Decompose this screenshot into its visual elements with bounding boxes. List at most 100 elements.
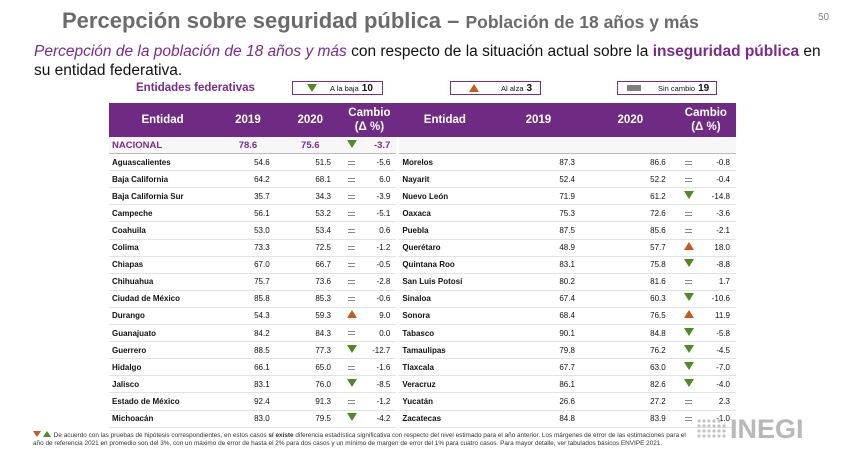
left-change-value: -1.6 — [362, 358, 400, 377]
right-entity-name: Morelos — [397, 153, 492, 172]
no-change-icon — [348, 246, 356, 250]
left-value-2019: 84.2 — [216, 324, 280, 343]
right-change-value: -4.5 — [701, 341, 736, 360]
nacional-empty — [584, 137, 676, 155]
left-change-value: -1.2 — [362, 239, 400, 257]
inegi-logo: INEGI — [696, 414, 820, 444]
left-change-value: -4.2 — [362, 410, 400, 428]
up-arrow-icon — [469, 84, 479, 92]
left-value-2020: 59.3 — [279, 307, 341, 326]
left-change-value: -12.7 — [362, 341, 400, 360]
header-entidad-right: Entidad — [397, 103, 492, 137]
table-row: Colima 73.3 72.5 -1.2 Querétaro 48.9 57.7 18.0 — [109, 239, 736, 257]
right-change-status — [675, 221, 702, 240]
left-value-2019: 83.0 — [216, 410, 280, 428]
right-entity-name: Zacatecas — [397, 410, 492, 428]
legend-alza-label: Al alza — [501, 83, 524, 93]
left-value-2020: 79.5 — [279, 410, 341, 428]
left-change-value: -1.2 — [362, 392, 400, 411]
right-value-2020: 82.6 — [584, 375, 676, 394]
no-change-icon — [348, 297, 356, 302]
down-arrow-icon — [683, 293, 694, 302]
left-value-2020: 84.3 — [279, 324, 341, 343]
up-arrow-icon — [683, 242, 694, 251]
header-cambio-unit: (Δ %) — [691, 121, 721, 133]
inegi-logo-text: INEGI — [730, 413, 804, 444]
right-value-2019: 90.1 — [491, 324, 585, 343]
right-value-2020: 83.9 — [584, 410, 676, 428]
left-value-2019: 66.1 — [216, 358, 280, 377]
legend-alza-count: 3 — [526, 82, 533, 94]
right-change-value: -0.8 — [701, 153, 736, 172]
right-change-status — [675, 307, 702, 326]
table-row: Coahuila 53.0 53.4 0.6 Puebla 87.5 85.6 -2.1 — [109, 221, 736, 240]
subtitle-middle: con respecto de la situación actual sobr… — [346, 43, 653, 60]
left-change-value: -3.9 — [362, 187, 400, 206]
right-value-2020: 76.2 — [584, 341, 676, 360]
table-row: Chiapas 67.0 66.7 -0.5 Quintana Roo 83.1 75.8 -… — [109, 256, 736, 274]
table-row: Guerrero 88.5 77.3 -12.7 Tamaulipas 79.8 76.2 -… — [109, 341, 736, 360]
table-row: Estado de México 92.4 91.3 -1.2 Yucatán 26.6 2… — [109, 392, 736, 411]
header-2019-right: 2019 — [491, 103, 585, 137]
left-change-status — [340, 410, 363, 428]
no-change-icon — [348, 331, 356, 336]
down-arrow-icon — [346, 378, 357, 387]
no-change-icon — [348, 211, 356, 216]
right-change-status — [675, 410, 702, 428]
right-change-status — [675, 153, 702, 172]
nacional-2020: 75.6 — [279, 137, 341, 155]
subtitle-end: en su entidad federativa. — [34, 43, 821, 79]
right-change-value: 11.9 — [701, 307, 736, 326]
table-row: Baja California 64.2 68.1 6.0 Nayarit 52.4 52.… — [109, 170, 736, 189]
left-value-2019: 67.0 — [216, 256, 280, 274]
right-change-status — [675, 187, 702, 206]
right-entity-name: Tamaulipas — [397, 341, 492, 360]
right-value-2019: 80.2 — [491, 273, 585, 291]
table-body: NACIONAL 78.6 75.6 -3.7 Aguascalientes 54… — [109, 137, 736, 428]
right-value-2019: 52.4 — [491, 170, 585, 189]
green-up-arrow-icon — [42, 431, 51, 437]
legend-alza: Al alza 3 — [450, 81, 541, 95]
nacional-empty — [397, 137, 492, 155]
no-change-icon — [685, 177, 693, 182]
table-row: Guanajuato 84.2 84.3 0.0 Tabasco 90.1 84.8 -5.8 — [109, 324, 736, 343]
right-entity-name: Sonora — [397, 307, 492, 326]
right-change-status — [675, 256, 702, 274]
down-arrow-icon — [683, 361, 694, 370]
legend-sin-cambio: Sin cambio 19 — [617, 81, 717, 95]
left-change-value: -2.8 — [362, 273, 400, 291]
nacional-empty — [491, 137, 585, 155]
no-change-icon — [348, 160, 356, 165]
left-change-status — [340, 153, 363, 172]
left-change-value: -0.5 — [362, 256, 400, 274]
left-value-2020: 51.5 — [279, 153, 341, 172]
right-value-2019: 83.1 — [491, 256, 585, 274]
left-value-2019: 88.5 — [216, 341, 280, 360]
right-value-2020: 75.8 — [584, 256, 676, 274]
no-change-icon — [685, 416, 693, 421]
left-value-2019: 56.1 — [216, 204, 280, 223]
left-entity-name: Durango — [109, 307, 217, 326]
no-change-icon — [685, 399, 693, 404]
no-change-icon — [348, 228, 356, 233]
footnote-part2: diferencia estadística significativa con… — [33, 432, 686, 447]
left-entity-name: Baja California — [109, 170, 217, 189]
nacional-status — [340, 137, 363, 155]
left-entity-name: Colima — [109, 239, 217, 257]
nacional-2019: 78.6 — [216, 137, 280, 155]
left-change-status — [340, 221, 363, 240]
right-entity-name: Nayarit — [397, 170, 492, 189]
left-value-2019: 54.3 — [216, 307, 280, 326]
nacional-change: -3.7 — [362, 137, 400, 155]
left-change-status — [340, 307, 363, 326]
right-value-2019: 87.3 — [491, 153, 585, 172]
no-change-icon — [348, 263, 356, 268]
right-entity-name: Querétaro — [397, 239, 492, 257]
left-value-2019: 75.7 — [216, 273, 280, 291]
right-change-status — [675, 204, 702, 223]
up-arrow-icon — [346, 310, 357, 319]
left-change-value: 0.6 — [362, 221, 400, 240]
orange-down-arrow-icon — [33, 431, 41, 437]
left-value-2020: 68.1 — [279, 170, 341, 189]
left-change-value: -5.6 — [362, 153, 400, 172]
